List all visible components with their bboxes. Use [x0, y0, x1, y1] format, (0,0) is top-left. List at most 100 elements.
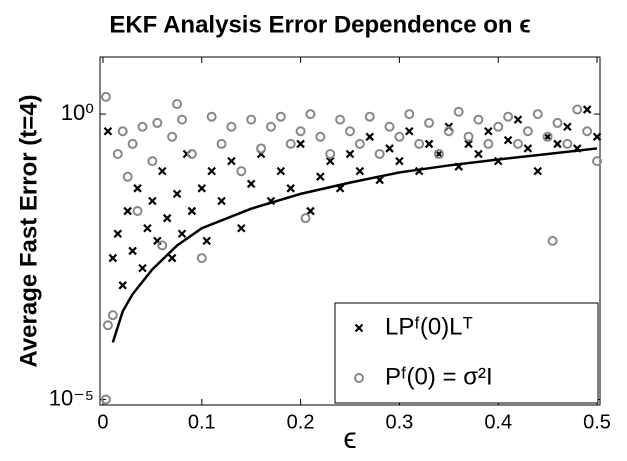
cross-marker — [533, 166, 543, 176]
circle-marker — [256, 143, 267, 154]
circle-marker — [236, 166, 247, 177]
circle-marker — [473, 114, 484, 125]
chart-title: EKF Analysis Error Dependence on ϵ — [109, 11, 530, 38]
circle-marker — [305, 109, 316, 120]
cross-marker — [133, 184, 142, 193]
circle-marker — [582, 126, 593, 137]
circle-marker — [127, 138, 138, 149]
circle-marker — [216, 138, 227, 149]
cross-marker — [484, 126, 493, 136]
circle-marker — [167, 131, 178, 142]
y-tick-label: 10⁻⁵ — [49, 385, 94, 410]
circle-marker — [100, 394, 111, 405]
cross-marker — [582, 105, 592, 114]
legend-label: LPᶠ(0)Lᵀ — [385, 313, 473, 340]
cross-marker — [513, 115, 523, 124]
cross-marker — [237, 223, 246, 233]
cross-marker — [395, 156, 404, 166]
y-tick-label: 10⁰ — [61, 100, 94, 125]
cross-marker — [405, 126, 414, 136]
cross-marker — [162, 213, 172, 223]
circle-marker — [572, 104, 583, 115]
circle-marker — [433, 148, 444, 159]
circle-marker — [384, 121, 395, 132]
cross-marker — [108, 253, 118, 263]
circle-marker — [483, 138, 494, 149]
cross-marker — [286, 184, 295, 193]
cross-marker — [553, 139, 562, 149]
cross-marker — [306, 206, 315, 216]
y-axis-label: Average Fast Error (t=4) — [15, 94, 42, 367]
circle-marker — [443, 126, 454, 137]
circle-marker — [592, 156, 603, 167]
cross-marker — [464, 139, 473, 149]
cross-marker — [103, 126, 113, 136]
cross-marker — [128, 246, 137, 256]
cross-marker — [227, 156, 236, 166]
cross-marker — [345, 149, 355, 159]
circle-marker — [394, 131, 405, 142]
circle-marker — [414, 138, 425, 149]
circle-marker — [102, 320, 113, 331]
cross-marker — [202, 236, 211, 246]
circle-marker — [206, 111, 217, 122]
cross-marker — [187, 206, 197, 216]
circle-marker — [424, 117, 435, 128]
x-axis-label: ϵ — [343, 422, 356, 455]
legend-box — [334, 302, 599, 404]
circle-marker — [112, 148, 123, 159]
cross-marker — [118, 281, 128, 290]
cross-marker — [246, 179, 256, 189]
circle-marker — [226, 121, 237, 132]
circle-marker — [522, 126, 533, 137]
circle-marker — [325, 148, 336, 159]
cross-marker — [563, 122, 572, 132]
circle-marker — [172, 99, 183, 110]
legend-marker — [354, 323, 364, 333]
legend-marker — [354, 373, 364, 383]
circle-marker — [552, 117, 563, 128]
circle-marker — [532, 109, 543, 120]
circle-marker — [503, 111, 514, 122]
circle-marker — [157, 240, 168, 251]
circle-marker — [107, 310, 118, 321]
cross-marker — [113, 229, 123, 239]
cross-marker — [148, 196, 157, 206]
cross-marker — [592, 132, 602, 142]
cross-marker — [207, 166, 216, 176]
cross-marker — [138, 263, 147, 273]
cross-marker — [177, 229, 187, 239]
legend-label: Pᶠ(0) = σ²I — [385, 363, 493, 390]
circle-marker — [132, 206, 143, 217]
circle-marker — [493, 121, 504, 132]
circle-marker — [137, 121, 148, 132]
cross-marker — [316, 172, 325, 181]
circle-marker — [315, 131, 326, 142]
cross-marker — [172, 189, 182, 199]
cross-marker — [523, 144, 533, 153]
x-tick-label: 0.5 — [583, 411, 611, 433]
fit-curve — [111, 147, 598, 343]
cross-marker — [424, 139, 434, 149]
circle-marker — [265, 121, 276, 132]
circle-marker — [147, 156, 158, 167]
cross-marker — [365, 132, 375, 142]
circle-marker — [345, 126, 355, 137]
cross-marker — [325, 156, 335, 166]
circle-marker — [453, 106, 464, 117]
cross-marker — [296, 139, 305, 149]
x-tick-label: 0.3 — [386, 411, 414, 433]
circle-marker — [300, 213, 311, 224]
circle-marker — [117, 126, 128, 137]
circle-marker — [374, 148, 385, 159]
cross-marker — [123, 206, 132, 216]
circle-marker — [512, 138, 523, 149]
cross-marker — [143, 223, 152, 233]
circle-marker — [152, 117, 163, 128]
circle-marker — [100, 91, 111, 102]
plot-frame — [99, 56, 601, 406]
circle-marker — [246, 114, 257, 125]
circle-marker — [404, 109, 415, 120]
circle-marker — [275, 111, 286, 122]
